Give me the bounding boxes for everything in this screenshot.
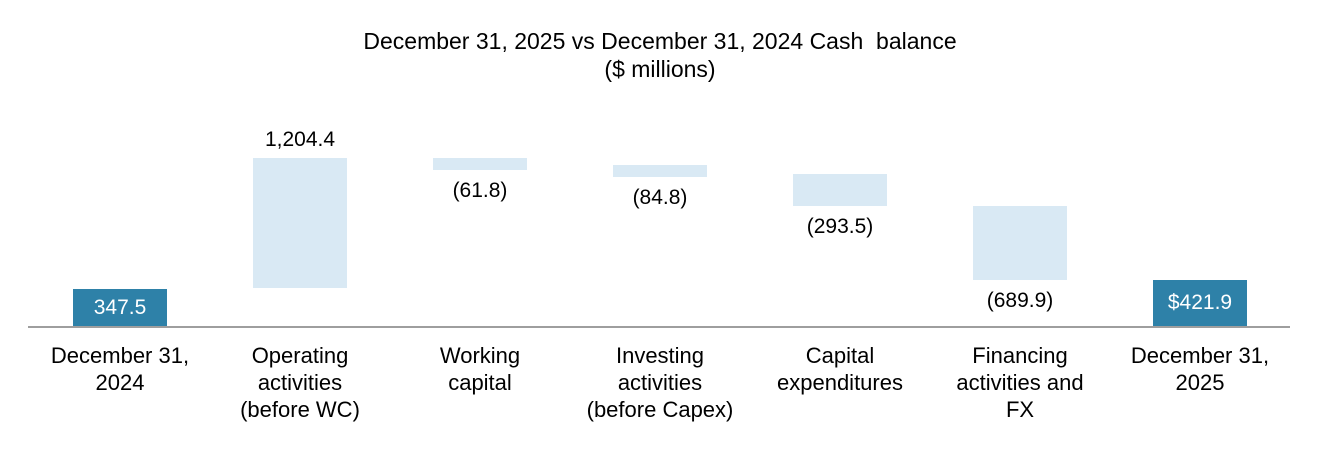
value-label-financing-activities-and-fx: (689.9) bbox=[986, 289, 1054, 313]
category-label-financing-activities-and-fx: Financing activities and FX bbox=[956, 343, 1084, 422]
category-label-december-31-2024: December 31, 2024 bbox=[50, 343, 190, 395]
value-label-december-31-2025: $421.9 bbox=[1167, 291, 1233, 315]
category-label-investing-activities-before-capex: Investing activities (before Capex) bbox=[586, 343, 734, 422]
chart-subtitle: ($ millions) bbox=[604, 56, 716, 82]
bar-working-capital bbox=[433, 158, 527, 171]
bar-capital-expenditures bbox=[793, 174, 887, 206]
bar-operating-activities-before-wc bbox=[253, 158, 347, 289]
value-label-working-capital: (61.8) bbox=[452, 179, 508, 203]
value-label-december-31-2024: 347.5 bbox=[93, 295, 147, 319]
value-label-operating-activities-before-wc: 1,204.4 bbox=[264, 128, 336, 152]
bar-december-31-2024 bbox=[73, 288, 167, 326]
value-label-capital-expenditures: (293.5) bbox=[806, 214, 874, 238]
value-label-investing-activities-before-capex: (84.8) bbox=[632, 186, 688, 210]
chart-title: December 31, 2025 vs December 31, 2024 C… bbox=[363, 28, 957, 54]
category-label-december-31-2025: December 31, 2025 bbox=[1130, 343, 1270, 395]
x-axis-line bbox=[28, 326, 1290, 328]
category-label-operating-activities-before-wc: Operating activities (before WC) bbox=[240, 343, 360, 422]
bar-financing-activities-and-fx bbox=[973, 205, 1067, 281]
bar-investing-activities-before-capex bbox=[613, 165, 707, 178]
category-label-capital-expenditures: Capital expenditures bbox=[777, 343, 903, 395]
bar-december-31-2025 bbox=[1153, 280, 1247, 326]
category-label-working-capital: Working capital bbox=[439, 343, 521, 395]
